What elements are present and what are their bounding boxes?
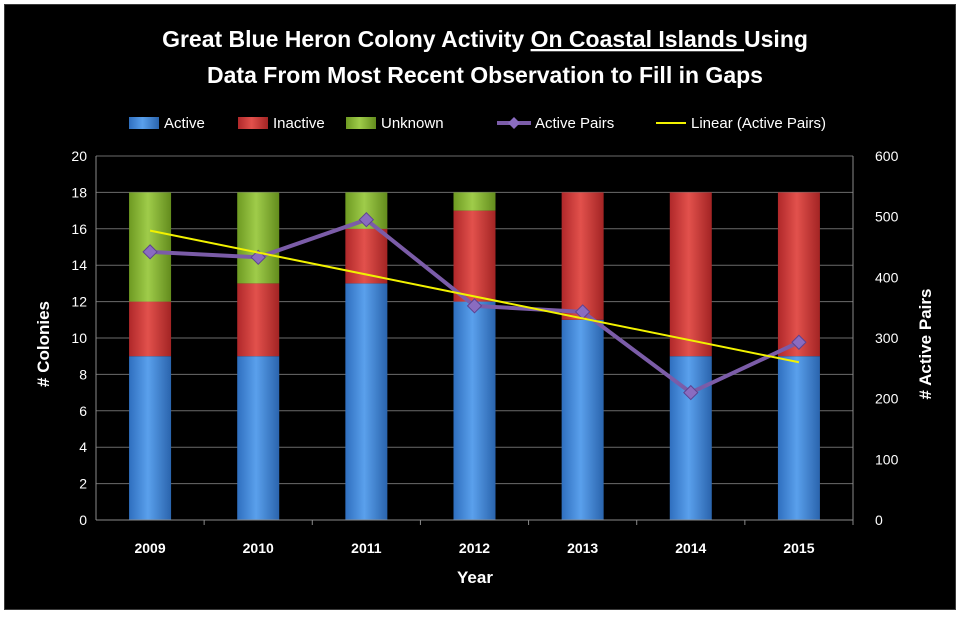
chart-axes: 0246810121416182001002003004005006002009… [71, 148, 898, 556]
bar-inactive-2012 [453, 210, 496, 302]
bar-inactive-2010 [237, 283, 280, 357]
active-pairs-marker-2010 [250, 249, 266, 266]
legend-label-unknown: Unknown [381, 115, 444, 132]
y2-tick-label: 100 [875, 451, 899, 467]
y2-tick-label: 300 [875, 330, 899, 346]
y2-axis-title: # Active Pairs [916, 289, 935, 400]
x-tick-label: 2015 [783, 540, 814, 556]
bar-active-2012 [453, 301, 496, 520]
legend-marker-active-pairs [508, 117, 520, 129]
x-tick-label: 2014 [675, 540, 706, 556]
active-pairs-marker-2014 [683, 384, 699, 401]
y2-tick-label: 600 [875, 148, 899, 164]
y2-tick-label: 200 [875, 391, 899, 407]
bar-inactive-2009 [129, 301, 172, 357]
legend-swatch-active [129, 117, 159, 129]
y-tick-label: 12 [71, 294, 87, 310]
y-tick-label: 8 [79, 366, 87, 382]
bar-active-2009 [129, 356, 172, 520]
legend-label-active: Active [164, 115, 205, 132]
bar-active-2010 [237, 356, 280, 520]
legend-label-linear-active-pairs: Linear (Active Pairs) [691, 115, 826, 132]
bar-active-2013 [561, 319, 604, 520]
y-tick-label: 20 [71, 148, 87, 164]
bar-inactive-2014 [669, 192, 712, 357]
chart-title-part-1: Great Blue Heron Colony Activity [162, 26, 531, 52]
active-pairs-marker-2012 [466, 298, 483, 314]
x-tick-label: 2011 [351, 540, 382, 556]
x-tick-label: 2009 [134, 540, 165, 556]
bar-active-2011 [345, 283, 388, 520]
legend-swatch-inactive [238, 117, 268, 129]
x-axis-title: Year [457, 568, 493, 587]
bar-active-2015 [777, 356, 820, 520]
bar-unknown-2012 [453, 192, 496, 211]
chart-bars [129, 192, 820, 520]
trendline-active-pairs [149, 229, 800, 364]
active-pairs-marker-2011 [358, 211, 375, 228]
y-axis-title: # Colonies [34, 301, 53, 387]
y-tick-label: 16 [71, 221, 87, 237]
y-tick-label: 4 [79, 439, 87, 455]
chart: Great Blue Heron Colony Activity On Coas… [34, 26, 935, 587]
active-pairs-marker-2009 [142, 244, 158, 260]
y2-tick-label: 500 [875, 209, 899, 225]
y-tick-label: 18 [71, 184, 87, 200]
chart-frame: Great Blue Heron Colony Activity On Coas… [4, 4, 956, 610]
y-tick-label: 0 [79, 512, 87, 528]
y-tick-label: 14 [71, 257, 87, 273]
bar-inactive-2015 [777, 192, 820, 357]
bar-unknown-2010 [237, 192, 280, 284]
bar-inactive-2013 [561, 192, 604, 320]
legend-swatch-unknown [346, 117, 376, 129]
x-tick-label: 2010 [243, 540, 274, 556]
x-tick-label: 2012 [459, 540, 490, 556]
y-tick-label: 6 [79, 403, 87, 419]
chart-lines [142, 211, 807, 401]
x-tick-label: 2013 [567, 540, 598, 556]
y2-tick-label: 0 [875, 512, 883, 528]
chart-title-underlined: On Coastal Islands [531, 26, 744, 52]
legend-label-active-pairs: Active Pairs [535, 115, 614, 132]
y2-tick-label: 400 [875, 269, 899, 285]
chart-title-line-2: Data From Most Recent Observation to Fil… [207, 62, 763, 88]
chart-title-line-1: Great Blue Heron Colony Activity On Coas… [162, 26, 808, 52]
y-tick-label: 2 [79, 476, 87, 492]
active-pairs-marker-2015 [791, 334, 807, 350]
y-tick-label: 10 [71, 330, 87, 346]
legend-label-inactive: Inactive [273, 115, 325, 132]
chart-legend: Active Inactive Unknown Active Pairs Linear … [129, 115, 826, 132]
chart-title-part-2: Using [744, 26, 808, 52]
